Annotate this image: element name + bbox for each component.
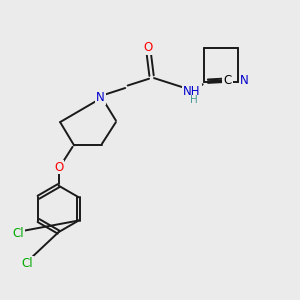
Text: O: O [54,160,63,173]
Text: NH: NH [183,85,201,98]
Text: Cl: Cl [22,256,33,270]
Text: O: O [144,40,153,54]
Text: C: C [224,74,232,87]
Text: Cl: Cl [13,227,24,240]
Text: H: H [190,95,198,105]
Text: N: N [240,74,249,87]
Text: N: N [96,91,105,104]
